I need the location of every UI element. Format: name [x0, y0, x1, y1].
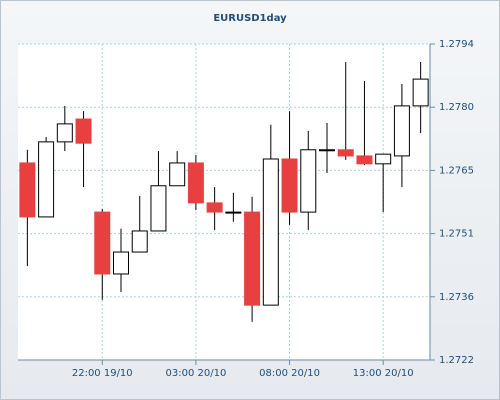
candle-body [113, 251, 129, 275]
candle-body [38, 141, 55, 218]
candle-body [169, 162, 186, 187]
candle-body [75, 118, 92, 144]
candle-body [56, 123, 73, 143]
y-tick-label: 1.2765 [439, 165, 474, 176]
candle-body [337, 149, 354, 157]
candle-body [281, 158, 298, 213]
candle-body [225, 211, 242, 214]
candle-body [393, 105, 410, 157]
x-tick-label: 13:00 20/10 [353, 368, 414, 379]
candle-body [412, 78, 429, 107]
candle-body [244, 211, 261, 306]
y-tick-label: 1.2794 [439, 39, 474, 50]
candle-body [356, 155, 373, 165]
candle-body [19, 162, 36, 218]
candle-body [131, 230, 148, 253]
y-tick-label: 1.2722 [439, 355, 474, 366]
candle-body [375, 153, 392, 165]
y-tick-label: 1.2751 [439, 229, 474, 240]
y-tick-label: 1.2736 [439, 292, 474, 303]
candle-body [300, 149, 317, 213]
chart-title: EURUSD1day [213, 13, 287, 24]
candle-body [206, 202, 223, 213]
candle-body [319, 149, 335, 152]
y-tick-label: 1.2780 [439, 102, 474, 113]
candle-body [94, 211, 111, 275]
x-tick-label: 08:00 20/10 [259, 368, 320, 379]
x-tick-label: 22:00 19/10 [72, 368, 133, 379]
candle-body [262, 158, 279, 306]
x-tick-label: 03:00 20/10 [165, 368, 226, 379]
candle-body [150, 185, 167, 232]
candle-body [187, 162, 204, 204]
plot-area [18, 44, 430, 360]
